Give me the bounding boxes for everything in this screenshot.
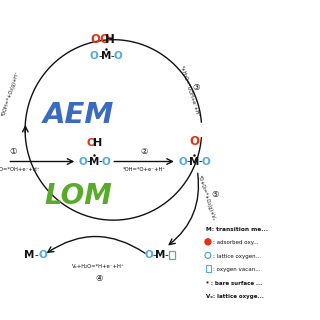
Text: LOM: LOM	[44, 182, 112, 210]
FancyBboxPatch shape	[206, 265, 212, 272]
Text: -: -	[164, 250, 168, 260]
Text: M: M	[189, 156, 200, 166]
Text: O: O	[38, 250, 47, 260]
Text: M: M	[89, 156, 100, 166]
Text: -: -	[198, 156, 202, 166]
Text: Vₒ: lattice oxyge...: Vₒ: lattice oxyge...	[206, 294, 264, 300]
Text: O: O	[189, 135, 199, 148]
Text: *OOH=*+O₂(g)+H⁺: *OOH=*+O₂(g)+H⁺	[1, 70, 20, 117]
Text: *+H₂O=*OH+e⁻+H⁺: *+H₂O=*OH+e⁻+H⁺	[0, 167, 40, 172]
Text: O: O	[78, 156, 87, 166]
Text: O: O	[114, 51, 122, 61]
Text: O: O	[90, 51, 99, 61]
Text: -: -	[153, 250, 156, 260]
Text: M: M	[24, 250, 35, 260]
Text: ④: ④	[95, 274, 102, 283]
Text: -: -	[110, 51, 114, 61]
Text: ③: ③	[192, 83, 200, 92]
Text: : oxygen vacan...: : oxygen vacan...	[213, 267, 260, 272]
Text: H: H	[93, 139, 103, 148]
Text: M: M	[155, 250, 166, 260]
Text: -: -	[86, 156, 90, 166]
FancyBboxPatch shape	[169, 252, 175, 259]
Text: *+H₂O=*OOH+e⁻+H⁺: *+H₂O=*OOH+e⁻+H⁺	[179, 64, 200, 117]
Text: ⑤: ⑤	[211, 190, 219, 199]
Text: -: -	[187, 156, 190, 166]
Text: M: transition me...: M: transition me...	[206, 227, 268, 232]
Text: * : bare surface ...: * : bare surface ...	[206, 281, 262, 286]
Circle shape	[205, 252, 211, 258]
Text: OO: OO	[91, 33, 111, 46]
Text: -: -	[98, 156, 102, 166]
Text: *O+Oₗ=*+O₂(g)+Vₒ: *O+Oₗ=*+O₂(g)+Vₒ	[197, 174, 216, 221]
Text: M: M	[101, 51, 111, 61]
Text: ①: ①	[10, 147, 17, 156]
Text: O: O	[178, 156, 187, 166]
Text: O: O	[144, 250, 153, 260]
Text: *OH=*O+e⁻+H⁺: *OH=*O+e⁻+H⁺	[123, 167, 166, 172]
Circle shape	[205, 239, 211, 245]
Text: O: O	[86, 139, 95, 148]
Text: Vₒ+H₂O=*H+e⁻+H⁺: Vₒ+H₂O=*H+e⁻+H⁺	[72, 264, 125, 269]
Text: ②: ②	[140, 147, 148, 156]
Text: -: -	[98, 51, 102, 61]
Text: -: -	[34, 250, 38, 260]
Text: O: O	[202, 156, 211, 166]
Text: : adsorbed oxy...: : adsorbed oxy...	[213, 240, 259, 245]
Text: H: H	[105, 33, 115, 46]
Text: O: O	[102, 156, 110, 166]
Text: : lattice oxygen...: : lattice oxygen...	[213, 254, 261, 259]
Text: AEM: AEM	[42, 101, 114, 129]
